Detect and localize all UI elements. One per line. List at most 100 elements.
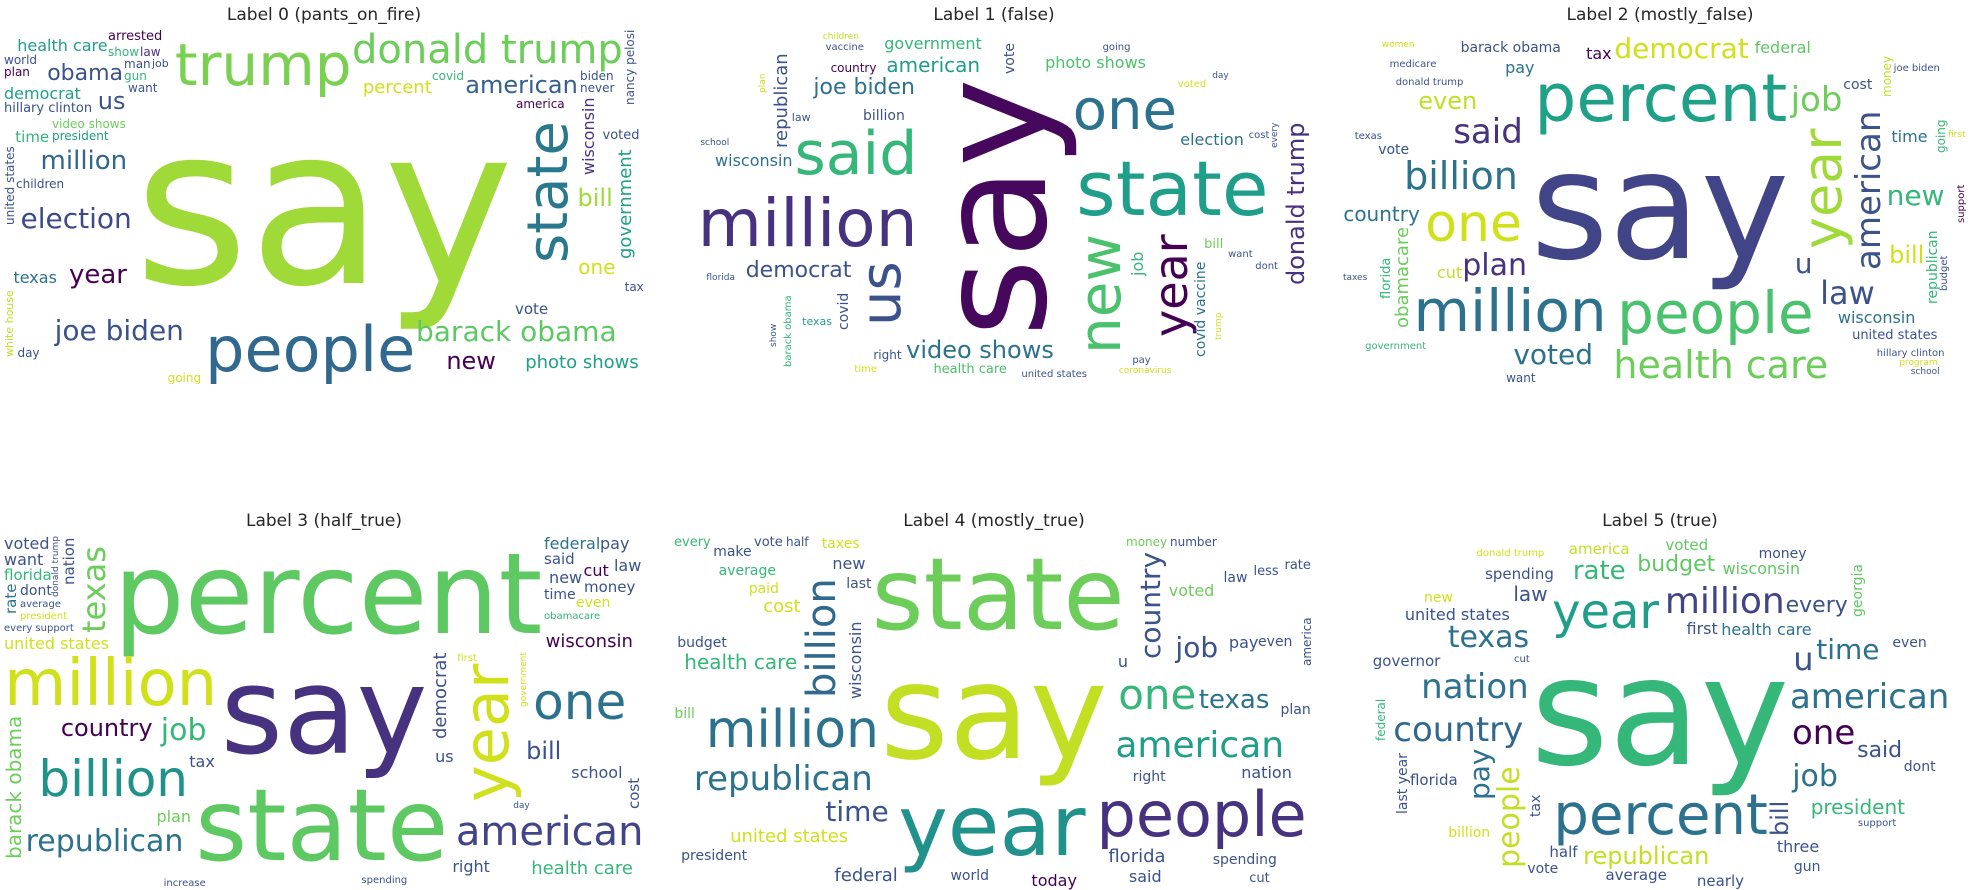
word-gun: gun <box>124 69 147 83</box>
panel-title: Label 5 (true) <box>1602 511 1718 531</box>
word-half: half <box>786 536 809 549</box>
word-right: right <box>873 347 902 362</box>
word-never: never <box>580 81 615 95</box>
word-wisconsin: wisconsin <box>715 151 793 171</box>
word-donald-trump: donald trump <box>1395 77 1464 89</box>
word-percent: percent <box>1534 59 1788 137</box>
word-average: average <box>20 599 61 610</box>
word-president: president <box>52 129 109 143</box>
word-arrested: arrested <box>108 30 163 44</box>
word-said: said <box>1453 112 1523 153</box>
word-joe-biden: joe biden <box>813 74 915 100</box>
word-spending: spending <box>1485 564 1554 583</box>
word-voted: voted <box>1513 337 1594 371</box>
word-law: law <box>140 45 161 59</box>
word-right: right <box>452 856 490 876</box>
word-school: school <box>571 763 623 783</box>
word-say: say <box>134 79 514 335</box>
word-cut: cut <box>1436 262 1463 282</box>
word-video-shows: video shows <box>906 336 1054 365</box>
word-georgia: georgia <box>1849 564 1866 618</box>
word-cloud: say state million said new one us year donald tr… <box>674 30 1314 384</box>
word-vote: vote <box>1527 860 1559 877</box>
panel-title: Label 2 (mostly_false) <box>1566 5 1754 25</box>
word-governor: governor <box>1372 652 1441 671</box>
word-wisconsin: wisconsin <box>1837 307 1916 327</box>
word-new: new <box>446 346 496 375</box>
word-less: less <box>1253 563 1279 579</box>
word-america: america <box>1300 617 1314 666</box>
word-going: going <box>1102 41 1131 53</box>
word-job: job <box>1790 79 1843 120</box>
word-cost: cost <box>1248 130 1270 142</box>
word-state: state <box>1076 144 1269 234</box>
word-world: world <box>950 867 989 884</box>
word-one: one <box>1072 78 1177 144</box>
word-law: law <box>1513 581 1548 606</box>
word-spending: spending <box>361 875 408 887</box>
word-rate: rate <box>1572 555 1626 586</box>
word-school: school <box>700 138 730 149</box>
word-law: law <box>1223 570 1248 587</box>
word-united-states: united states <box>1852 327 1938 343</box>
word-cut: cut <box>1249 871 1270 887</box>
word-say: say <box>1530 120 1790 294</box>
word-florida: florida <box>4 566 52 584</box>
word-job: job <box>152 57 169 70</box>
word-nancy-pelosi: nancy pelosi <box>623 30 637 105</box>
word-show: show <box>769 324 780 348</box>
word-coronavirus: coronavirus <box>1118 365 1172 376</box>
word-bill: bill <box>1204 237 1224 253</box>
word-one: one <box>1425 194 1522 255</box>
word-democrat: democrat <box>4 84 81 103</box>
word-budget: budget <box>1637 551 1716 577</box>
word-year: year <box>1791 128 1855 249</box>
word-percent: percent <box>113 536 543 660</box>
word-state: state <box>195 767 449 885</box>
word-voted: voted <box>1177 78 1207 90</box>
word-job: job <box>1175 631 1219 665</box>
word-first: first <box>1686 619 1718 639</box>
word-barack-obama: barack obama <box>416 315 617 348</box>
word-photo-shows: photo shows <box>1045 53 1146 73</box>
word-pay: pay <box>1228 633 1259 653</box>
word-dont: dont <box>20 583 52 599</box>
word-one: one <box>533 673 627 732</box>
word-bill: bill <box>1889 241 1925 270</box>
word-texas: texas <box>802 315 833 329</box>
word-last-year: last year <box>1394 752 1411 814</box>
word-republican: republican <box>770 53 792 149</box>
word-million: million <box>697 185 918 263</box>
word-dont: dont <box>1903 759 1936 776</box>
word-one: one <box>578 255 616 280</box>
word-money: money <box>584 578 636 596</box>
word-new: new <box>832 554 866 574</box>
word-billion: billion <box>38 749 188 808</box>
word-health-care: health care <box>17 35 108 55</box>
word-plan: plan <box>1280 702 1311 719</box>
wordcloud-panel-3: Label 3 (half_true) say percent state millio… <box>4 510 644 890</box>
word-taxes: taxes <box>1342 273 1368 284</box>
word-going: going <box>167 370 202 384</box>
word-donald-trump: donald trump <box>1281 122 1310 286</box>
word-gun: gun <box>1793 858 1821 875</box>
word-covid: covid <box>432 69 464 83</box>
word-texas: texas <box>1198 685 1270 715</box>
word-america: america <box>1568 540 1630 559</box>
word-republican: republican <box>1924 230 1941 305</box>
word-billion: billion <box>1448 824 1491 841</box>
word-half: half <box>1549 843 1578 862</box>
word-country: country <box>1133 552 1167 660</box>
word-wisconsin: wisconsin <box>579 97 599 176</box>
word-united-states: united states <box>1404 605 1510 625</box>
word-million: million <box>1413 277 1607 346</box>
word-one: one <box>1791 713 1856 754</box>
word-job: job <box>160 713 207 748</box>
word-every: every <box>674 536 711 550</box>
word-american: american <box>465 70 578 99</box>
word-people: people <box>1096 778 1307 852</box>
word-joe-biden: joe biden <box>54 314 184 348</box>
word-cost: cost <box>1843 76 1873 93</box>
word-budget: budget <box>1939 255 1951 292</box>
word-united-states: united states <box>4 146 17 225</box>
